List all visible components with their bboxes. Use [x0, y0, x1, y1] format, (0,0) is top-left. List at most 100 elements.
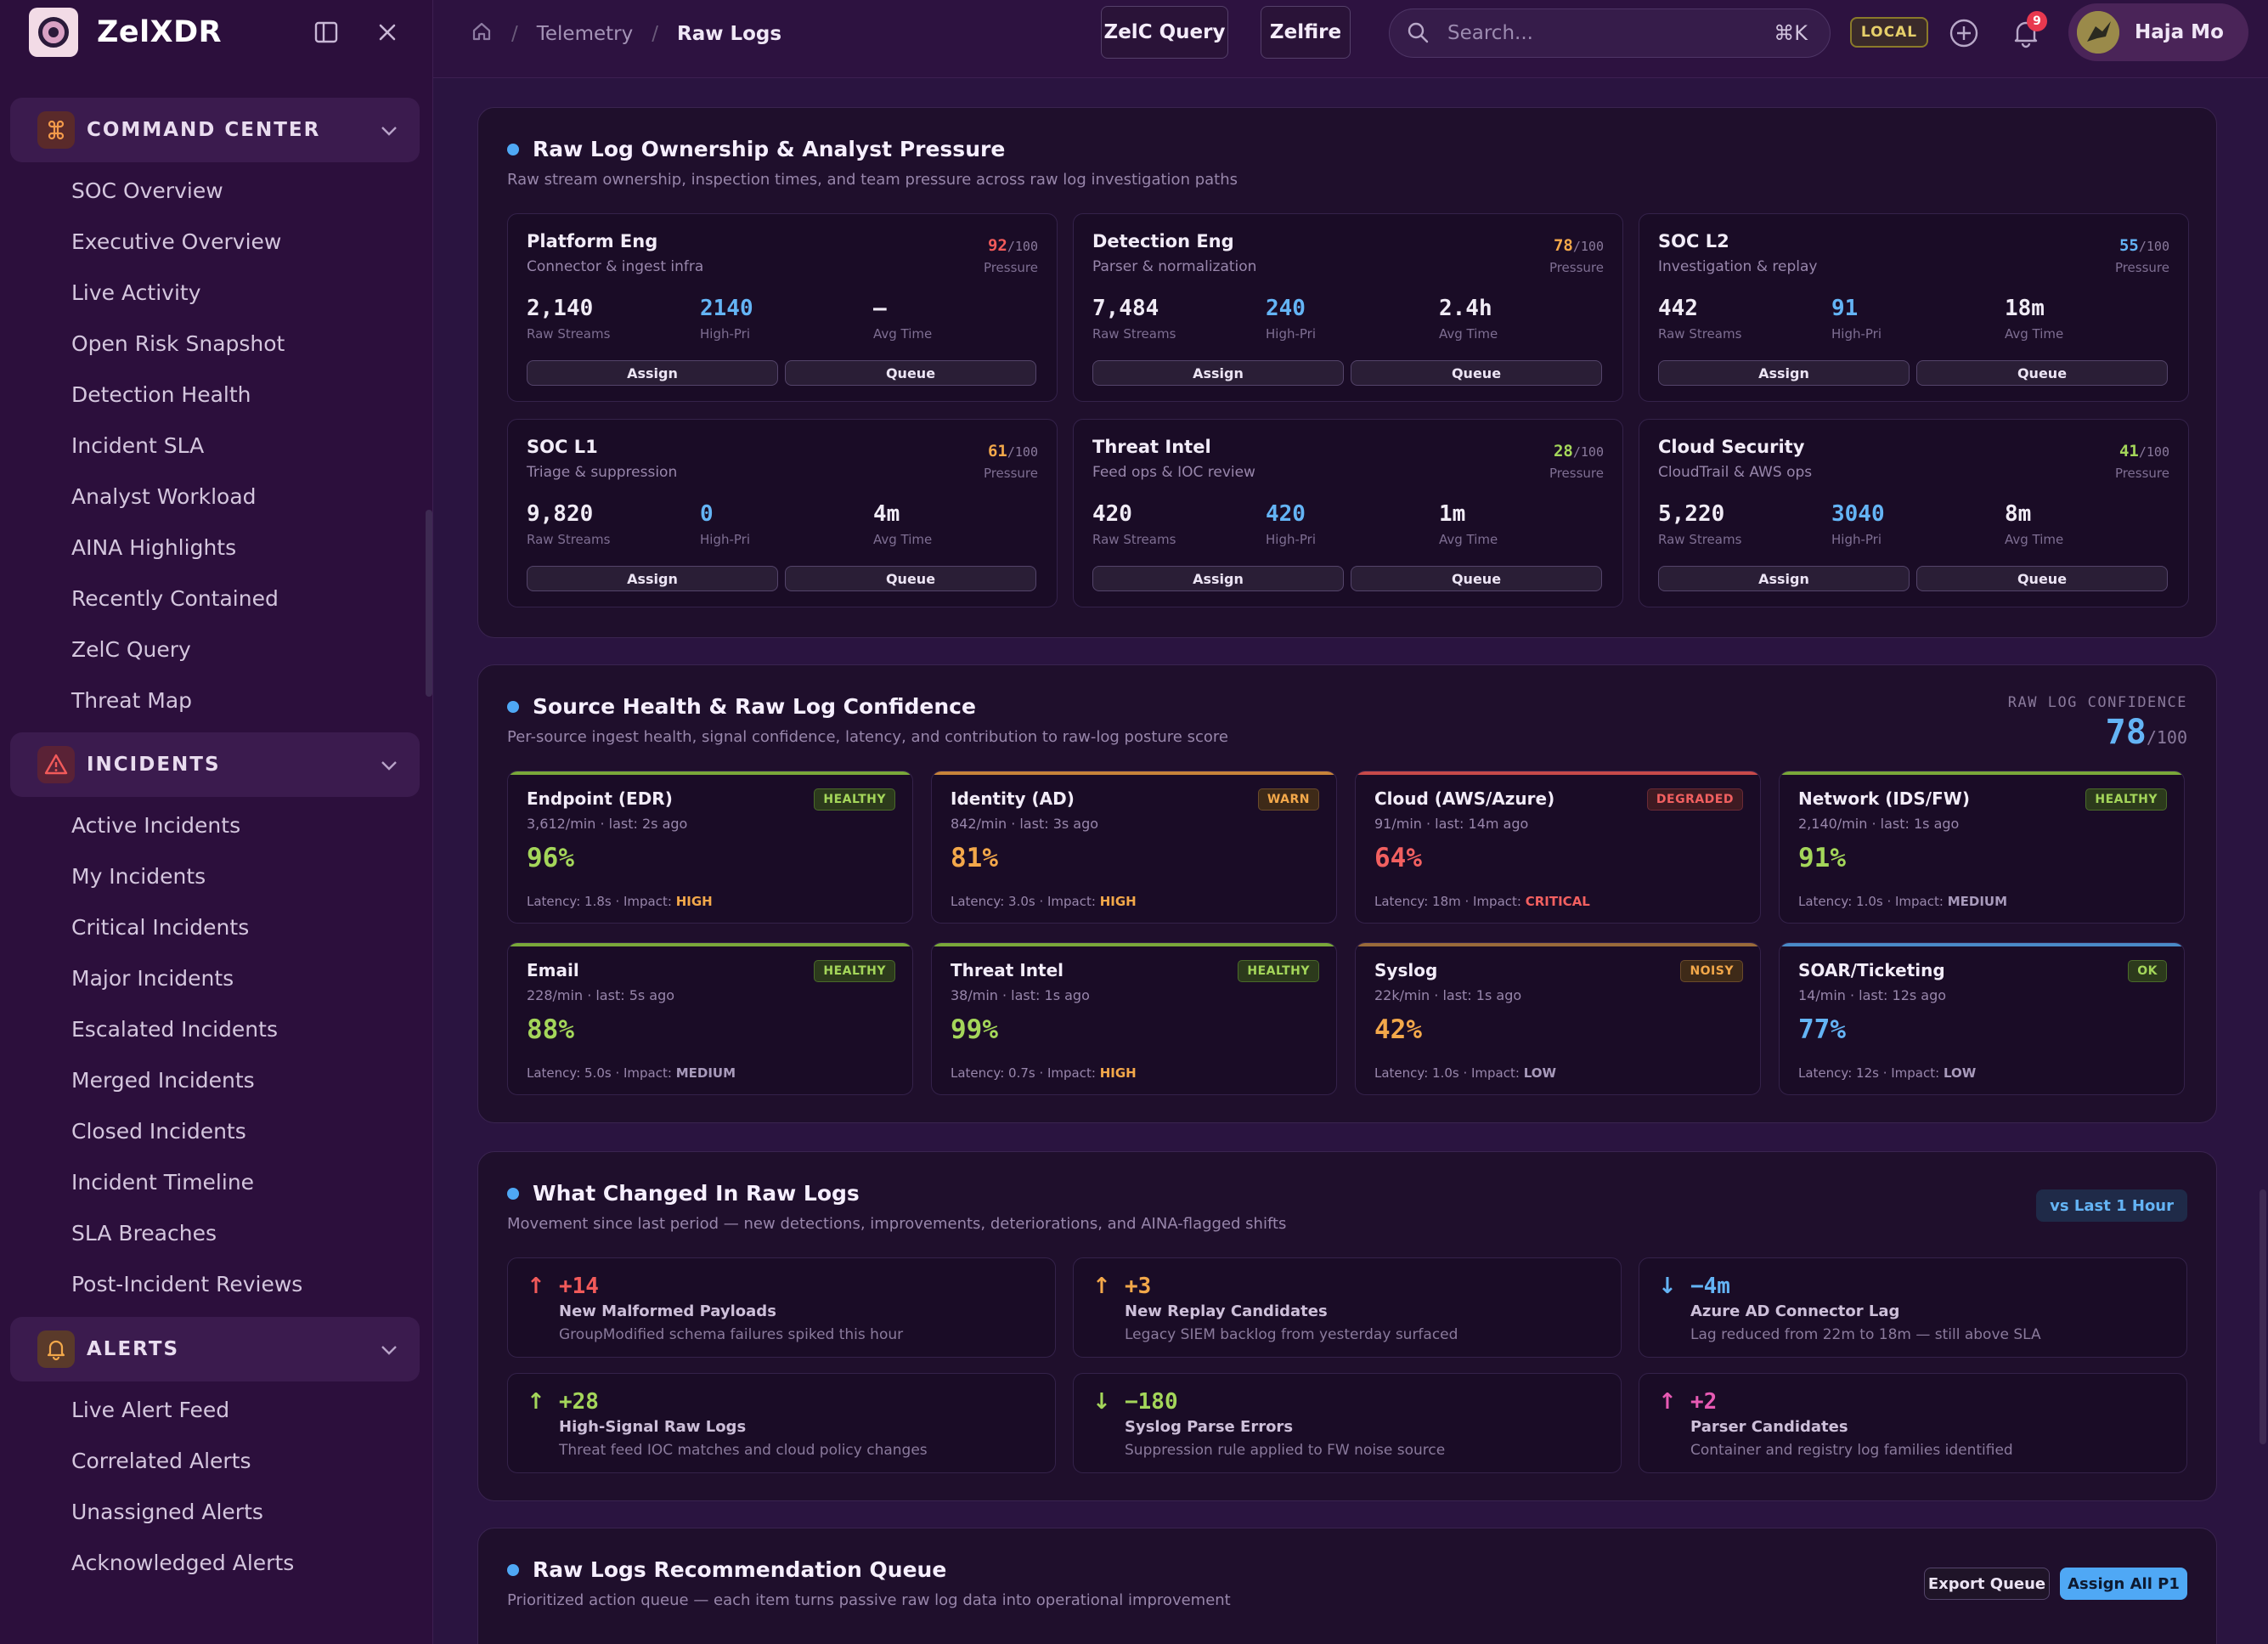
period-selector[interactable]: vs Last 1 Hour	[2036, 1189, 2187, 1222]
user-menu[interactable]: Haja Mo	[2068, 3, 2248, 61]
source-name: Endpoint (EDR)	[527, 788, 673, 809]
sidebar-item-executive-overview[interactable]: Executive Overview	[71, 229, 282, 254]
assign-button[interactable]: Assign	[1658, 360, 1910, 386]
sidebar-toggle-icon[interactable]	[311, 17, 341, 48]
brand[interactable]: ZelXDR	[29, 8, 222, 57]
raw-streams-stat: 420 Raw Streams	[1092, 501, 1176, 547]
team-name: Threat Intel	[1092, 437, 1211, 457]
add-icon[interactable]	[1948, 17, 1980, 49]
sidebar-item-live-alert-feed[interactable]: Live Alert Feed	[71, 1398, 230, 1422]
high-pri-label: High-Pri	[700, 532, 751, 547]
sidebar-item-escalated-incidents[interactable]: Escalated Incidents	[71, 1017, 278, 1042]
impact-level: MEDIUM	[675, 1065, 736, 1081]
sidebar-item-soc-overview[interactable]: SOC Overview	[71, 178, 223, 203]
latency-impact: Latency: 1.0s · Impact: LOW	[1374, 1065, 1556, 1081]
search-input[interactable]	[1447, 18, 1736, 48]
export-queue-button[interactable]: Export Queue	[1924, 1568, 2050, 1600]
sidebar-item-my-incidents[interactable]: My Incidents	[71, 864, 206, 889]
home-icon[interactable]	[471, 20, 493, 48]
assign-button[interactable]: Assign	[1658, 566, 1910, 591]
ingest-rate: 842/min · last: 3s ago	[951, 816, 1099, 832]
change-card: ↑ +28 High-Signal Raw Logs Threat feed IOC …	[507, 1373, 1056, 1473]
ingest-rate: 3,612/min · last: 2s ago	[527, 816, 688, 832]
sidebar-item-active-incidents[interactable]: Active Incidents	[71, 813, 241, 838]
queue-button[interactable]: Queue	[1916, 566, 2168, 591]
sidebar-group-incidents[interactable]: INCIDENTS	[10, 732, 420, 797]
assign-all-p1-button[interactable]: Assign All P1	[2060, 1568, 2187, 1600]
ingest-rate: 22k/min · last: 1s ago	[1374, 987, 1522, 1003]
sidebar-item-sla-breaches[interactable]: SLA Breaches	[71, 1221, 217, 1246]
sidebar-item-acknowledged-alerts[interactable]: Acknowledged Alerts	[71, 1551, 295, 1575]
main-scrollbar[interactable]	[2260, 1189, 2266, 1444]
sidebar-item-incident-sla[interactable]: Incident SLA	[71, 433, 205, 458]
search-box[interactable]: ⌘K	[1389, 8, 1831, 58]
warning-icon	[37, 746, 75, 783]
avg-time-label: Avg Time	[873, 326, 933, 342]
sidebar-item-analyst-workload[interactable]: Analyst Workload	[71, 484, 257, 509]
source-name: Cloud (AWS/Azure)	[1374, 788, 1555, 809]
zelc-query-button[interactable]: ZelC Query	[1101, 6, 1228, 59]
sidebar-item-critical-incidents[interactable]: Critical Incidents	[71, 915, 250, 940]
sidebar-group-command-center[interactable]: COMMAND CENTER	[10, 98, 420, 162]
sidebar-item-detection-health[interactable]: Detection Health	[71, 382, 251, 407]
sidebar-item-merged-incidents[interactable]: Merged Incidents	[71, 1068, 255, 1093]
source-name: Syslog	[1374, 960, 1438, 980]
breadcrumb-telemetry[interactable]: Telemetry	[536, 23, 634, 45]
assign-button[interactable]: Assign	[527, 566, 778, 591]
queue-button[interactable]: Queue	[1351, 566, 1602, 591]
assign-button[interactable]: Assign	[1092, 566, 1344, 591]
high-pri-label: High-Pri	[1831, 532, 1882, 547]
sidebar-item-unassigned-alerts[interactable]: Unassigned Alerts	[71, 1500, 263, 1524]
sidebar-group-label: COMMAND CENTER	[87, 119, 321, 141]
pressure-value: 28	[1553, 442, 1573, 460]
confidence-label: RAW LOG CONFIDENCE	[2007, 694, 2187, 711]
status-bar	[932, 771, 1336, 775]
chevron-down-icon[interactable]	[381, 754, 398, 775]
sidebar-item-correlated-alerts[interactable]: Correlated Alerts	[71, 1449, 251, 1473]
sidebar-item-major-incidents[interactable]: Major Incidents	[71, 966, 234, 991]
confidence-percent: 88%	[527, 1014, 574, 1045]
ingest-rate: 38/min · last: 1s ago	[951, 987, 1090, 1003]
source-health-card: Network (IDS/FW) HEALTHY 2,140/min · last:…	[1779, 771, 2185, 924]
ownership-panel: Raw Log Ownership & Analyst Pressure Raw…	[477, 107, 2217, 638]
change-description: GroupModified schema failures spiked thi…	[559, 1326, 904, 1343]
queue-button[interactable]: Queue	[1916, 360, 2168, 386]
chevron-down-icon[interactable]	[381, 120, 398, 140]
queue-button[interactable]: Queue	[1351, 360, 1602, 386]
sidebar-item-closed-incidents[interactable]: Closed Incidents	[71, 1119, 246, 1144]
assign-button[interactable]: Assign	[1092, 360, 1344, 386]
status-badge: NOISY	[1680, 960, 1743, 982]
high-pri-stat: 3040 High-Pri	[1831, 501, 1885, 547]
sidebar-item-aina-highlights[interactable]: AINA Highlights	[71, 535, 237, 560]
chevron-down-icon[interactable]	[381, 1339, 398, 1359]
sidebar-item-open-risk-snapshot[interactable]: Open Risk Snapshot	[71, 331, 285, 356]
queue-button[interactable]: Queue	[785, 566, 1036, 591]
change-description: Threat feed IOC matches and cloud policy…	[559, 1442, 928, 1459]
sidebar-item-threat-map[interactable]: Threat Map	[71, 688, 193, 713]
sidebar-scrollbar[interactable]	[426, 510, 432, 697]
zelfire-button[interactable]: Zelfire	[1261, 6, 1351, 59]
latency-impact: Latency: 18m · Impact: CRITICAL	[1374, 894, 1590, 909]
confidence-percent: 99%	[951, 1014, 998, 1045]
close-icon[interactable]	[372, 17, 403, 48]
sidebar-item-incident-timeline[interactable]: Incident Timeline	[71, 1170, 255, 1195]
sidebar-item-zelc-query[interactable]: ZelC Query	[71, 637, 191, 662]
sidebar-group-alerts[interactable]: ALERTS	[10, 1317, 420, 1381]
latency-text: Latency: 1.8s · Impact:	[527, 894, 676, 909]
raw-streams-stat: 7,484 Raw Streams	[1092, 296, 1176, 342]
confidence-percent: 91%	[1798, 843, 1846, 873]
eye-icon	[38, 17, 69, 48]
confidence-percent: 42%	[1374, 1014, 1422, 1045]
high-pri-value: 240	[1266, 296, 1306, 321]
high-pri-stat: 2140 High-Pri	[700, 296, 753, 342]
pressure-label: Pressure	[1549, 466, 1604, 481]
arrow-up-icon: ↑	[527, 1389, 545, 1415]
sidebar-item-recently-contained[interactable]: Recently Contained	[71, 586, 279, 611]
sidebar-item-post-incident-reviews[interactable]: Post-Incident Reviews	[71, 1272, 303, 1297]
latency-impact: Latency: 12s · Impact: LOW	[1798, 1065, 1976, 1081]
queue-button[interactable]: Queue	[785, 360, 1036, 386]
assign-button[interactable]: Assign	[527, 360, 778, 386]
pressure-value: 55	[2118, 236, 2139, 255]
sidebar-item-live-activity[interactable]: Live Activity	[71, 280, 201, 305]
ingest-rate: 14/min · last: 12s ago	[1798, 987, 1947, 1003]
